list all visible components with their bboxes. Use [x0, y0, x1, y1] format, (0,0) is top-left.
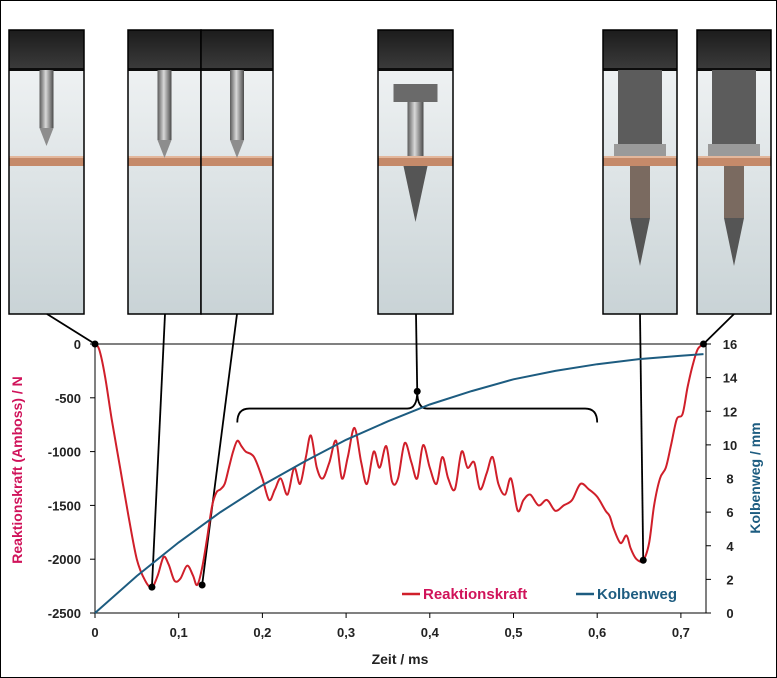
holder-edge	[603, 68, 677, 71]
series-line-kolbenweg	[94, 353, 704, 614]
pin-tip	[403, 166, 428, 222]
copper-highlight	[9, 156, 84, 158]
x-tick-label: 0,1	[170, 625, 188, 640]
pin-tip	[230, 140, 244, 158]
washer	[614, 144, 666, 156]
holder-block	[378, 30, 453, 68]
x-axis-label: Zeit / ms	[372, 651, 429, 667]
y2-tick-label: 6	[726, 505, 733, 520]
pin-tip	[630, 218, 650, 266]
collar	[618, 70, 662, 150]
y-tick-label: -2000	[48, 552, 81, 567]
holder-edge	[378, 68, 453, 71]
x-tick-label: 0,2	[253, 625, 271, 640]
connector-line	[46, 313, 96, 345]
series-line-reaktionskraft	[94, 343, 705, 589]
pin-shank	[724, 166, 744, 218]
y-tick-label: -1500	[48, 498, 81, 513]
photo-1	[8, 29, 85, 315]
washer	[708, 144, 760, 156]
copper-sheet	[128, 156, 201, 166]
y2-tick-label: 4	[726, 539, 734, 554]
data-marker	[699, 340, 707, 348]
y-tick-label: -2500	[48, 606, 81, 621]
y-tick-label: -500	[55, 391, 81, 406]
data-marker	[198, 581, 206, 589]
y2-tick-label: 0	[726, 606, 733, 621]
copper-highlight	[378, 156, 453, 158]
copper-sheet	[697, 156, 771, 166]
y2-tick-label: 8	[726, 472, 733, 487]
copper-sheet	[201, 156, 273, 166]
bracket-apex-marker	[413, 387, 421, 395]
holder-edge	[9, 68, 84, 71]
photo-4	[377, 29, 454, 315]
holder-block	[9, 30, 84, 68]
connector-line	[415, 313, 419, 392]
pin-tip	[39, 128, 54, 146]
y-tick-label: -1000	[48, 445, 81, 460]
pin-tip	[724, 218, 744, 266]
data-marker	[148, 583, 156, 591]
holder-edge	[128, 68, 201, 71]
connector-line	[702, 313, 735, 345]
copper-sheet	[603, 156, 677, 166]
x-tick-label: 0,4	[421, 625, 440, 640]
x-tick-label: 0	[91, 625, 98, 640]
connector-line	[201, 313, 238, 586]
holder-block	[201, 30, 273, 68]
collar	[712, 70, 756, 150]
x-tick-label: 0,3	[337, 625, 355, 640]
holder-block	[697, 30, 771, 68]
photo-3	[200, 29, 274, 315]
y2-tick-label: 14	[723, 371, 738, 386]
collar	[393, 84, 438, 102]
legend: Reaktionskraft Kolbenweg	[402, 586, 677, 603]
pin-shank	[157, 70, 172, 140]
connector-line	[639, 313, 645, 561]
holder-block	[603, 30, 677, 68]
x-tick-label: 0,7	[672, 625, 690, 640]
y2-tick-label: 2	[726, 572, 733, 587]
x-tick-label: 0,6	[588, 625, 606, 640]
copper-highlight	[603, 156, 677, 158]
range-bracket	[236, 391, 599, 423]
holder-block	[128, 30, 201, 68]
pin-shank	[39, 70, 54, 128]
pin-shank	[630, 166, 650, 218]
y2-tick-label: 16	[723, 337, 737, 352]
data-marker	[91, 340, 99, 348]
photo-border	[377, 29, 454, 315]
photo-2	[127, 29, 202, 315]
y-tick-label: 0	[74, 337, 81, 352]
pin-shank	[230, 70, 244, 140]
photo-6	[696, 29, 772, 315]
x-tick-label: 0,5	[504, 625, 522, 640]
y2-tick-label: 10	[723, 438, 737, 453]
y2-axis-label: Kolbenweg / mm	[747, 422, 763, 533]
y2-tick-label: 12	[723, 404, 737, 419]
holder-edge	[697, 68, 771, 71]
connector-line	[151, 313, 166, 588]
copper-sheet	[378, 156, 453, 166]
legend-label-reaktionskraft: Reaktionskraft	[423, 586, 527, 603]
legend-label-kolbenweg: Kolbenweg	[597, 586, 677, 603]
pin-tip	[157, 140, 172, 158]
data-marker	[639, 556, 647, 564]
holder-edge	[201, 68, 273, 71]
photo-5	[602, 29, 678, 315]
copper-highlight	[697, 156, 771, 158]
copper-sheet	[9, 156, 84, 166]
y-axis-label: Reaktionskraft (Amboss) / N	[9, 376, 25, 563]
pin-shank	[407, 102, 424, 156]
photo-border	[8, 29, 85, 315]
